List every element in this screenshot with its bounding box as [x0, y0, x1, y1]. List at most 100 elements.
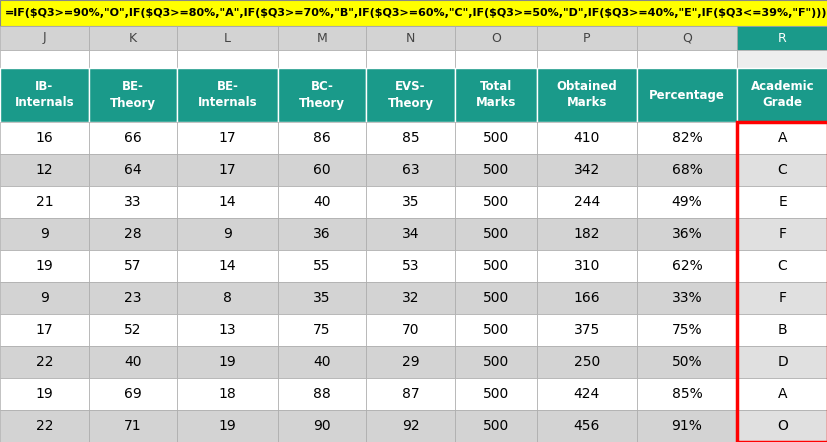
- Text: 21: 21: [36, 195, 53, 209]
- Text: 29: 29: [401, 355, 419, 369]
- Text: 32: 32: [401, 291, 418, 305]
- Bar: [736, 314, 827, 346]
- Bar: [536, 250, 636, 282]
- Text: 75%: 75%: [671, 323, 701, 337]
- Text: 410: 410: [573, 131, 600, 145]
- Bar: [0, 122, 88, 154]
- Text: 55: 55: [313, 259, 330, 273]
- Text: 52: 52: [124, 323, 141, 337]
- Bar: [636, 378, 736, 410]
- Text: O: O: [776, 419, 787, 433]
- Text: 91%: 91%: [671, 419, 701, 433]
- Text: 35: 35: [313, 291, 330, 305]
- Bar: [636, 122, 736, 154]
- Bar: [177, 218, 277, 250]
- Bar: [636, 50, 736, 68]
- Bar: [277, 186, 366, 218]
- Bar: [177, 282, 277, 314]
- Text: 63: 63: [401, 163, 419, 177]
- Bar: [454, 218, 536, 250]
- Text: 500: 500: [482, 387, 509, 401]
- Bar: [454, 314, 536, 346]
- Text: 75: 75: [313, 323, 330, 337]
- Bar: [277, 154, 366, 186]
- Bar: [454, 250, 536, 282]
- Text: 14: 14: [218, 259, 236, 273]
- Bar: [88, 186, 177, 218]
- Text: BE-
Theory: BE- Theory: [110, 80, 155, 110]
- Bar: [536, 186, 636, 218]
- Text: 500: 500: [482, 131, 509, 145]
- Bar: [736, 26, 827, 50]
- Text: 22: 22: [36, 355, 53, 369]
- Text: 500: 500: [482, 323, 509, 337]
- Bar: [636, 186, 736, 218]
- Text: 13: 13: [218, 323, 236, 337]
- Text: 85: 85: [401, 131, 419, 145]
- Text: N: N: [405, 31, 415, 45]
- Text: 500: 500: [482, 419, 509, 433]
- Text: 19: 19: [218, 355, 236, 369]
- Bar: [177, 26, 277, 50]
- Bar: [177, 250, 277, 282]
- Text: 14: 14: [218, 195, 236, 209]
- Text: 40: 40: [313, 355, 330, 369]
- Bar: [636, 218, 736, 250]
- Text: 36: 36: [313, 227, 330, 241]
- Text: 500: 500: [482, 355, 509, 369]
- Text: IB-
Internals: IB- Internals: [15, 80, 74, 110]
- Text: 53: 53: [401, 259, 418, 273]
- Text: 17: 17: [36, 323, 53, 337]
- Text: 500: 500: [482, 195, 509, 209]
- Bar: [0, 410, 88, 442]
- Text: 17: 17: [218, 163, 236, 177]
- Text: 500: 500: [482, 291, 509, 305]
- Bar: [0, 154, 88, 186]
- Text: 23: 23: [124, 291, 141, 305]
- Bar: [277, 410, 366, 442]
- Bar: [536, 154, 636, 186]
- Bar: [277, 68, 366, 122]
- Text: F: F: [777, 291, 786, 305]
- Bar: [88, 122, 177, 154]
- Text: 33%: 33%: [671, 291, 701, 305]
- Bar: [736, 410, 827, 442]
- Text: Percentage: Percentage: [648, 88, 724, 102]
- Text: 28: 28: [124, 227, 141, 241]
- Text: EVS-
Theory: EVS- Theory: [387, 80, 433, 110]
- Bar: [277, 314, 366, 346]
- Bar: [88, 346, 177, 378]
- Bar: [366, 378, 454, 410]
- Bar: [454, 346, 536, 378]
- Text: 19: 19: [218, 419, 236, 433]
- Bar: [736, 186, 827, 218]
- Bar: [454, 186, 536, 218]
- Text: 49%: 49%: [671, 195, 701, 209]
- Bar: [736, 378, 827, 410]
- Text: M: M: [316, 31, 327, 45]
- Bar: [536, 314, 636, 346]
- Text: 342: 342: [573, 163, 600, 177]
- Text: 50%: 50%: [671, 355, 701, 369]
- Bar: [536, 282, 636, 314]
- Text: C: C: [777, 259, 786, 273]
- Text: =IF($Q3>=90%,"O",IF($Q3>=80%,"A",IF($Q3>=70%,"B",IF($Q3>=60%,"C",IF($Q3>=50%,"D": =IF($Q3>=90%,"O",IF($Q3>=80%,"A",IF($Q3>…: [5, 8, 827, 18]
- Bar: [277, 50, 366, 68]
- Bar: [277, 378, 366, 410]
- Text: 17: 17: [218, 131, 236, 145]
- Text: E: E: [777, 195, 786, 209]
- Text: Obtained
Marks: Obtained Marks: [556, 80, 616, 110]
- Bar: [277, 122, 366, 154]
- Text: J: J: [42, 31, 46, 45]
- Bar: [277, 250, 366, 282]
- Bar: [366, 154, 454, 186]
- Text: 34: 34: [401, 227, 418, 241]
- Bar: [736, 154, 827, 186]
- Text: 66: 66: [124, 131, 141, 145]
- Text: 92: 92: [401, 419, 419, 433]
- Bar: [177, 410, 277, 442]
- Bar: [366, 250, 454, 282]
- Bar: [177, 122, 277, 154]
- Bar: [366, 50, 454, 68]
- Bar: [454, 50, 536, 68]
